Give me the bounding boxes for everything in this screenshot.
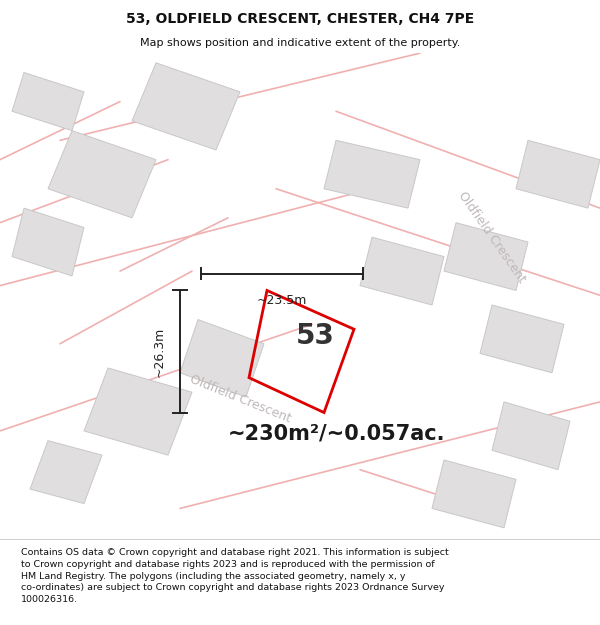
Text: ~230m²/~0.057ac.: ~230m²/~0.057ac. xyxy=(228,423,445,443)
Polygon shape xyxy=(480,305,564,372)
Polygon shape xyxy=(432,460,516,528)
Text: 53: 53 xyxy=(296,322,334,351)
Polygon shape xyxy=(516,140,600,208)
Polygon shape xyxy=(360,237,444,305)
Text: Oldfield Crescent: Oldfield Crescent xyxy=(456,189,528,285)
Polygon shape xyxy=(30,441,102,504)
Text: ~23.5m: ~23.5m xyxy=(257,294,307,307)
Polygon shape xyxy=(324,140,420,208)
Polygon shape xyxy=(180,319,264,397)
Text: 53, OLDFIELD CRESCENT, CHESTER, CH4 7PE: 53, OLDFIELD CRESCENT, CHESTER, CH4 7PE xyxy=(126,12,474,26)
Polygon shape xyxy=(84,368,192,455)
Text: Oldfield Crescent: Oldfield Crescent xyxy=(187,373,293,426)
Polygon shape xyxy=(48,131,156,218)
Text: Map shows position and indicative extent of the property.: Map shows position and indicative extent… xyxy=(140,38,460,48)
Polygon shape xyxy=(132,62,240,150)
Polygon shape xyxy=(492,402,570,470)
Polygon shape xyxy=(12,72,84,131)
Text: Contains OS data © Crown copyright and database right 2021. This information is : Contains OS data © Crown copyright and d… xyxy=(21,548,449,604)
Polygon shape xyxy=(12,208,84,276)
Text: ~26.3m: ~26.3m xyxy=(152,326,166,377)
Polygon shape xyxy=(444,222,528,291)
